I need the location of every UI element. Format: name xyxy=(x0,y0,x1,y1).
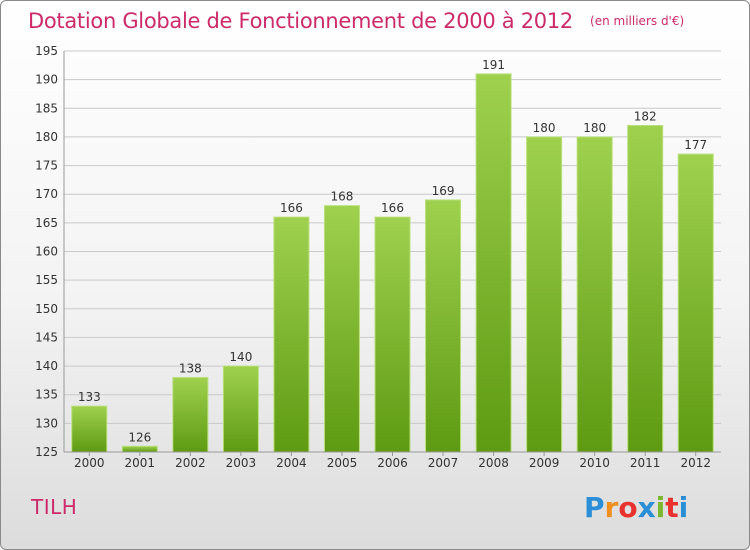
y-tick-label: 145 xyxy=(35,330,58,344)
y-tick-label: 160 xyxy=(35,245,58,259)
bar-2005 xyxy=(323,205,360,453)
y-tick-label: 155 xyxy=(35,273,58,287)
bar-value-label: 133 xyxy=(78,390,101,404)
bar-2004 xyxy=(273,216,310,453)
y-tick-label: 135 xyxy=(35,388,58,402)
x-tick-label: 2011 xyxy=(630,456,661,470)
bar-value-label: 168 xyxy=(331,190,354,204)
bar-value-label: 180 xyxy=(583,121,606,135)
logo-letter: r xyxy=(604,491,619,524)
x-tick-label: 2009 xyxy=(529,456,560,470)
x-tick-label: 2006 xyxy=(377,456,408,470)
bar-value-label: 166 xyxy=(381,201,404,215)
labels: 125 130 135 140 145 150 155 160 165 170 175 180 185 1… xyxy=(35,44,711,470)
bar-2011 xyxy=(627,124,664,453)
bar-2007 xyxy=(425,199,462,453)
bar-2010 xyxy=(576,136,613,453)
bar-2000 xyxy=(71,405,108,453)
bar-2003 xyxy=(222,365,259,453)
logo-letter: i xyxy=(655,491,666,524)
proxiti-logo[interactable]: Proxiti xyxy=(584,491,688,524)
y-tick-label: 180 xyxy=(35,130,58,144)
bar-value-label: 126 xyxy=(128,430,151,444)
logo-letter: P xyxy=(584,491,605,524)
bar-2012 xyxy=(677,153,714,453)
bars xyxy=(71,73,714,453)
x-tick-label: 2004 xyxy=(276,456,307,470)
axes xyxy=(63,51,721,456)
logo-letter: o xyxy=(618,491,638,524)
y-tick-label: 130 xyxy=(35,416,58,430)
x-tick-label: 2005 xyxy=(327,456,358,470)
y-tick-label: 165 xyxy=(35,216,58,230)
bar-value-label: 191 xyxy=(482,58,505,72)
bar-2001 xyxy=(121,445,158,453)
logo-letter: t xyxy=(665,491,679,524)
bar-value-label: 169 xyxy=(432,184,455,198)
x-tick-label: 2003 xyxy=(226,456,257,470)
x-tick-label: 2001 xyxy=(125,456,156,470)
y-tick-label: 140 xyxy=(35,359,58,373)
x-tick-label: 2008 xyxy=(478,456,509,470)
y-tick-label: 170 xyxy=(35,187,58,201)
logo-letter: i xyxy=(678,491,689,524)
chart-title: Dotation Globale de Fonctionnement de 20… xyxy=(28,9,573,33)
y-tick-label: 190 xyxy=(35,73,58,87)
bar-value-label: 138 xyxy=(179,362,202,376)
title-row: Dotation Globale de Fonctionnement de 20… xyxy=(28,9,684,33)
y-tick-label: 195 xyxy=(35,44,58,58)
chart-subtitle: (en milliers d'€) xyxy=(590,14,685,28)
bar-2002 xyxy=(172,377,209,453)
y-tick-label: 175 xyxy=(35,159,58,173)
commune-name: TILH xyxy=(31,495,78,519)
y-tick-label: 125 xyxy=(35,445,58,459)
y-tick-label: 185 xyxy=(35,101,58,115)
bar-2006 xyxy=(374,216,411,453)
bar-value-label: 180 xyxy=(533,121,556,135)
bar-2008 xyxy=(475,73,512,453)
bar-value-label: 182 xyxy=(634,109,657,123)
bar-value-label: 177 xyxy=(684,138,707,152)
y-tick-label: 150 xyxy=(35,302,58,316)
bar-2009 xyxy=(526,136,563,453)
x-tick-label: 2010 xyxy=(579,456,610,470)
bar-value-label: 166 xyxy=(280,201,303,215)
bar-value-label: 140 xyxy=(229,350,252,364)
logo-letter: x xyxy=(637,491,656,524)
x-tick-label: 2007 xyxy=(428,456,459,470)
x-tick-label: 2012 xyxy=(680,456,711,470)
x-tick-label: 2002 xyxy=(175,456,206,470)
x-tick-label: 2000 xyxy=(74,456,105,470)
